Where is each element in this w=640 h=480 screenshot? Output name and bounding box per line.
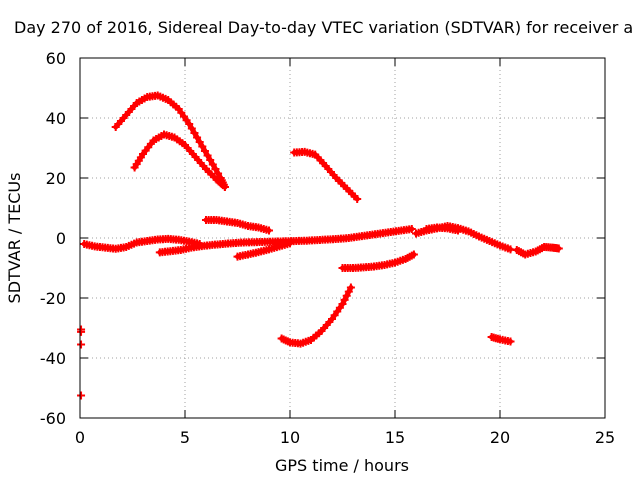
data-points bbox=[77, 91, 563, 400]
data-point bbox=[77, 327, 86, 336]
data-point bbox=[344, 287, 353, 296]
data-point bbox=[338, 300, 347, 308]
data-point bbox=[195, 138, 204, 146]
y-tick-label: 40 bbox=[46, 109, 66, 128]
series-arc-1 bbox=[111, 91, 229, 191]
x-tick-label: 5 bbox=[180, 428, 190, 447]
x-tick-label: 20 bbox=[490, 428, 510, 447]
grid-lines bbox=[80, 58, 605, 418]
x-tick-label: 10 bbox=[280, 428, 300, 447]
x-tick-label: 15 bbox=[385, 428, 405, 447]
series-arc-5 bbox=[80, 234, 204, 253]
data-point bbox=[353, 195, 362, 203]
series-arc-12 bbox=[277, 283, 355, 348]
data-point bbox=[77, 391, 86, 400]
data-point bbox=[342, 291, 351, 300]
data-point bbox=[346, 283, 355, 292]
data-point bbox=[187, 124, 196, 133]
data-point bbox=[193, 133, 202, 142]
data-point bbox=[190, 129, 199, 137]
data-point bbox=[77, 340, 86, 349]
data-point bbox=[203, 151, 212, 160]
data-point bbox=[200, 147, 209, 155]
data-point bbox=[506, 337, 515, 346]
series-arc-6 bbox=[155, 225, 416, 257]
axis-ticks: 0 5 10 15 20 25 -60 -40 -20 0 20 40 60 bbox=[40, 49, 615, 447]
series-arc-3 bbox=[290, 147, 362, 203]
series-arc-2 bbox=[130, 130, 229, 191]
y-tick-label: -60 bbox=[40, 409, 66, 428]
data-point bbox=[211, 165, 220, 173]
x-tick-label: 25 bbox=[595, 428, 615, 447]
series-arc-9 bbox=[422, 223, 462, 235]
y-tick-label: 60 bbox=[46, 49, 66, 68]
data-point bbox=[407, 225, 416, 233]
data-point bbox=[554, 244, 563, 253]
y-tick-label: -40 bbox=[40, 349, 66, 368]
y-tick-label: 0 bbox=[56, 229, 66, 248]
y-axis-label: SDTVAR / TECUs bbox=[5, 173, 24, 304]
data-point bbox=[185, 120, 194, 128]
data-point bbox=[208, 160, 217, 169]
data-point bbox=[206, 156, 215, 164]
data-point bbox=[454, 226, 462, 235]
series-arc-4 bbox=[202, 216, 273, 235]
series-isolated bbox=[77, 325, 86, 400]
data-point bbox=[198, 142, 207, 151]
series-arc-7 bbox=[233, 239, 294, 261]
x-axis-label: GPS time / hours bbox=[275, 456, 409, 475]
data-point bbox=[265, 226, 273, 235]
x-tick-label: 0 bbox=[75, 428, 85, 447]
y-tick-label: 20 bbox=[46, 169, 66, 188]
data-point bbox=[220, 183, 229, 191]
data-point bbox=[340, 295, 349, 304]
series-arc-11 bbox=[338, 250, 418, 272]
data-point bbox=[214, 169, 223, 178]
chart-title: Day 270 of 2016, Sidereal Day-to-day VTE… bbox=[14, 18, 633, 37]
data-point bbox=[409, 250, 418, 259]
y-tick-label: -20 bbox=[40, 289, 66, 308]
data-point bbox=[286, 239, 294, 248]
series-arc-10 bbox=[512, 243, 563, 259]
series-arc-13 bbox=[487, 333, 515, 346]
